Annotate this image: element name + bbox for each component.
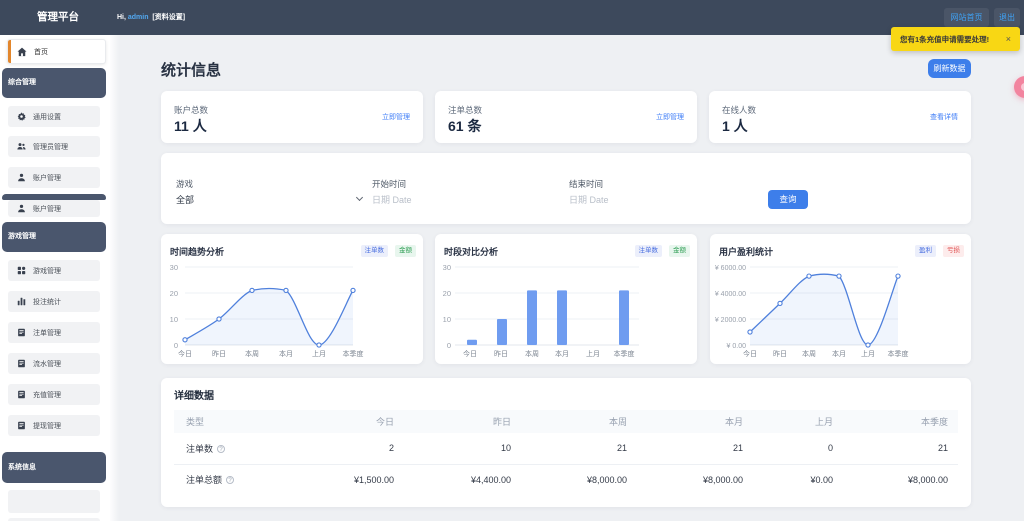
svg-text:本周: 本周 (245, 349, 259, 358)
svg-text:昨日: 昨日 (212, 349, 226, 358)
svg-text:¥ 0.00: ¥ 0.00 (727, 343, 747, 350)
svg-text:30: 30 (443, 263, 451, 272)
svg-text:¥ 6000.00: ¥ 6000.00 (715, 265, 746, 272)
svg-text:本月: 本月 (279, 349, 293, 358)
svg-text:20: 20 (443, 289, 451, 298)
svg-text:上月: 上月 (312, 349, 326, 358)
svg-text:30: 30 (170, 263, 178, 272)
svg-text:本季度: 本季度 (343, 349, 364, 358)
svg-text:0: 0 (174, 341, 178, 350)
svg-text:今日: 今日 (743, 349, 757, 358)
svg-text:本周: 本周 (525, 349, 539, 358)
svg-text:0: 0 (447, 341, 451, 350)
svg-text:¥ 4000.00: ¥ 4000.00 (715, 291, 746, 298)
svg-text:本月: 本月 (832, 349, 846, 358)
svg-text:今日: 今日 (463, 349, 477, 358)
svg-text:今日: 今日 (178, 349, 192, 358)
svg-text:¥ 2000.00: ¥ 2000.00 (715, 317, 746, 324)
svg-text:本季度: 本季度 (888, 349, 909, 358)
svg-text:本周: 本周 (802, 349, 816, 358)
svg-text:20: 20 (170, 289, 178, 298)
svg-text:昨日: 昨日 (494, 349, 508, 358)
svg-text:上月: 上月 (586, 349, 600, 358)
svg-text:10: 10 (170, 315, 178, 324)
svg-text:本月: 本月 (555, 349, 569, 358)
svg-text:本季度: 本季度 (614, 349, 635, 358)
svg-text:10: 10 (443, 315, 451, 324)
svg-text:昨日: 昨日 (773, 349, 787, 358)
svg-text:上月: 上月 (861, 349, 875, 358)
